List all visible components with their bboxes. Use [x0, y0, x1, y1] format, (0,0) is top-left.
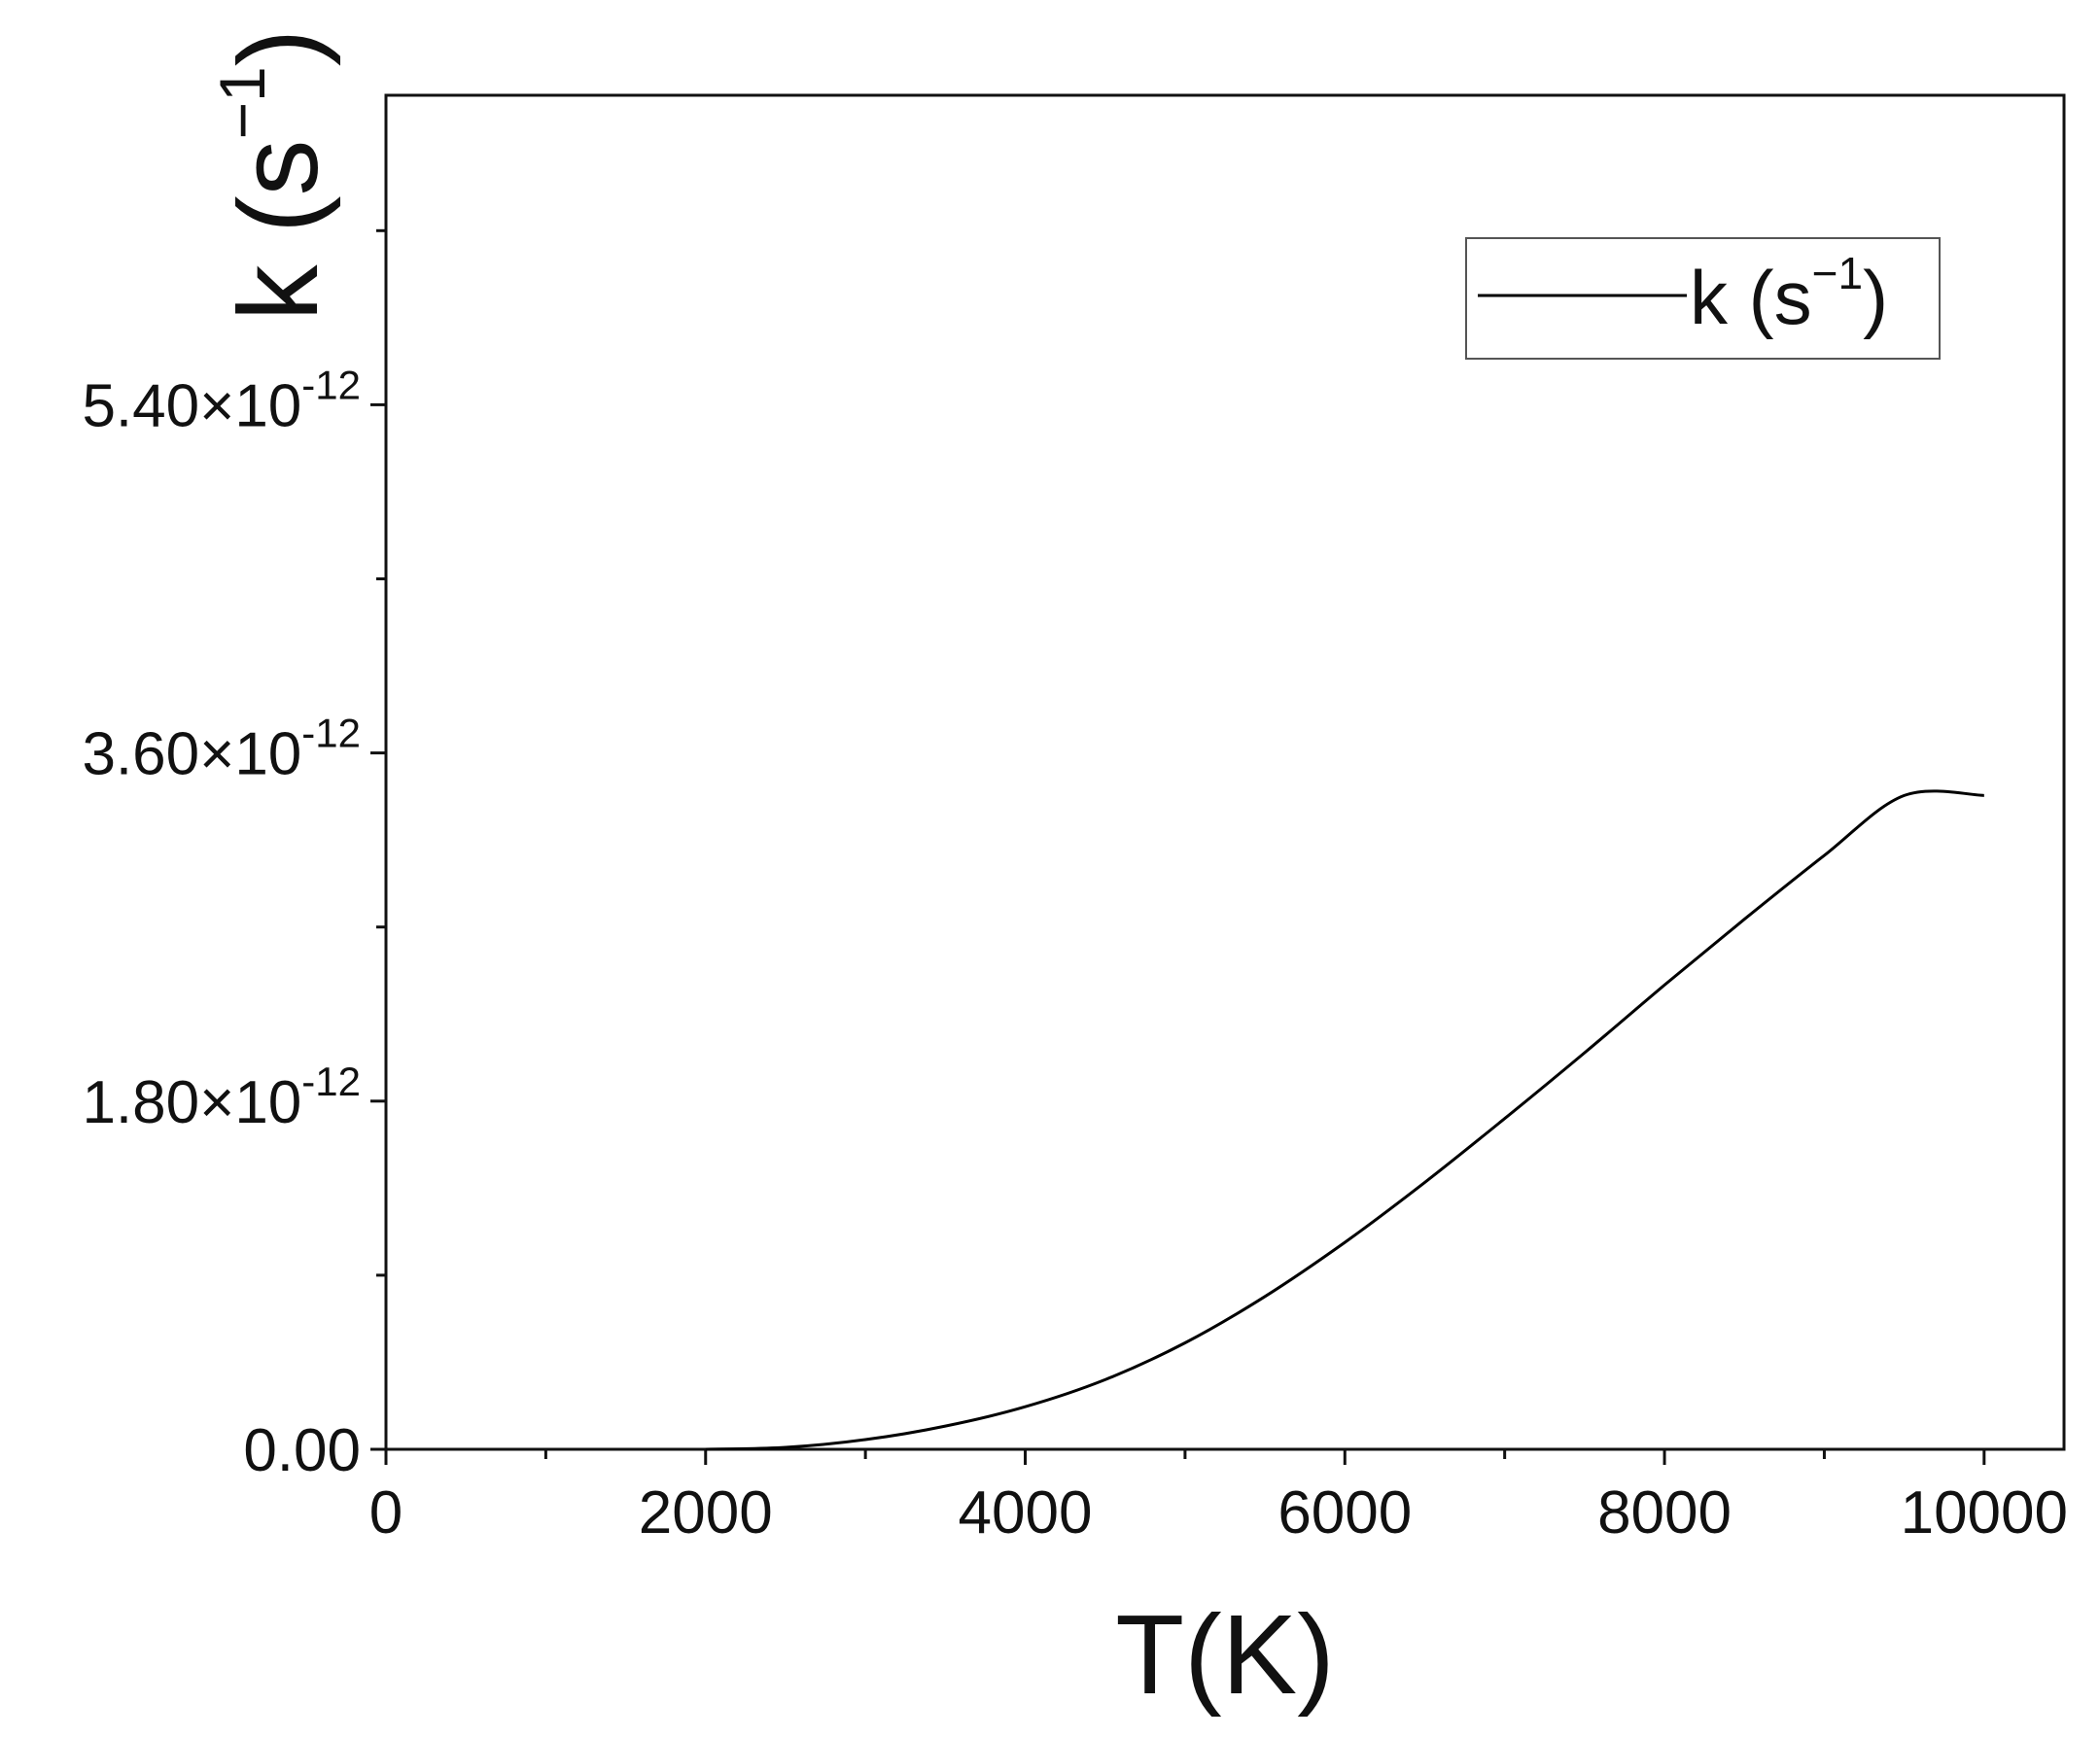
legend-box — [1465, 237, 1941, 360]
series-line-0 — [705, 789, 1984, 1451]
legend-label-sup: −1 — [1812, 248, 1863, 298]
svg-text:k (s−1): k (s−1) — [206, 29, 340, 322]
legend-label-close: ) — [1863, 255, 1888, 340]
y-tick-mantissa: 3.60×10 — [82, 721, 301, 788]
x-axis-title: T(K) — [1115, 1591, 1335, 1718]
y-tick-mantissa: 0.00 — [243, 1417, 361, 1484]
series-layer — [705, 789, 1984, 1451]
x-tick-label: 6000 — [1278, 1479, 1412, 1547]
x-tick-label: 2000 — [639, 1479, 773, 1547]
legend-label-base: k (s — [1690, 255, 1812, 340]
y-tick-exponent: -12 — [301, 711, 361, 756]
y-tick-mantissa: 1.80×10 — [82, 1069, 301, 1136]
plot-frame — [384, 93, 2066, 1451]
y-tick-label: 1.80×10-12 — [82, 1059, 361, 1136]
y-tick-label: 5.40×10-12 — [82, 362, 361, 439]
y-tick-mantissa: 5.40×10 — [82, 372, 301, 439]
y-tick-exponent: -12 — [301, 362, 361, 407]
axes-layer: 0 2000 4000 6000 8000 100000.001.80×10-123.60… — [82, 228, 2068, 1547]
x-tick-label: 8000 — [1597, 1479, 1732, 1547]
y-tick-label: 3.60×10-12 — [82, 711, 361, 788]
y-axis-title: k (s−1) — [206, 29, 340, 322]
x-tick-label: 10000 — [1901, 1479, 2068, 1547]
y-tick-label: 0.00 — [243, 1417, 361, 1484]
y-tick-exponent: -12 — [301, 1059, 361, 1104]
x-tick-label: 4000 — [959, 1479, 1093, 1547]
y-axis-title-sup: −1 — [206, 66, 278, 139]
y-axis-title-close: ) — [215, 29, 341, 67]
legend: k (s−1) — [1465, 237, 1941, 360]
legend-label: k (s−1) — [1690, 248, 1888, 340]
x-tick-label: 0 — [369, 1479, 402, 1547]
y-axis-title-base: k (s — [215, 140, 341, 322]
